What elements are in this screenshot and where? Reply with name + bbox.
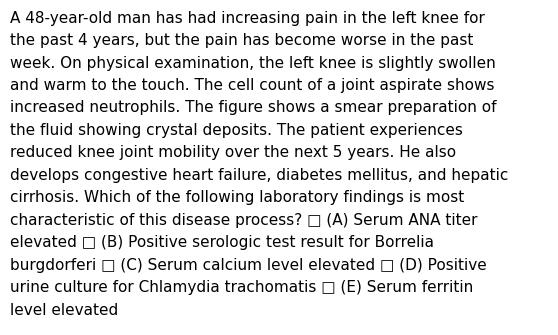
Text: burgdorferi □ (C) Serum calcium level elevated □ (D) Positive: burgdorferi □ (C) Serum calcium level el… [10, 258, 487, 273]
Text: develops congestive heart failure, diabetes mellitus, and hepatic: develops congestive heart failure, diabe… [10, 168, 508, 183]
Text: A 48-year-old man has had increasing pain in the left knee for: A 48-year-old man has had increasing pai… [10, 11, 485, 26]
Text: the past 4 years, but the pain has become worse in the past: the past 4 years, but the pain has becom… [10, 33, 473, 48]
Text: characteristic of this disease process? □ (A) Serum ANA titer: characteristic of this disease process? … [10, 213, 478, 228]
Text: reduced knee joint mobility over the next 5 years. He also: reduced knee joint mobility over the nex… [10, 145, 456, 160]
Text: elevated □ (B) Positive serologic test result for Borrelia: elevated □ (B) Positive serologic test r… [10, 235, 434, 250]
Text: level elevated: level elevated [10, 303, 118, 318]
Text: the fluid showing crystal deposits. The patient experiences: the fluid showing crystal deposits. The … [10, 123, 463, 138]
Text: and warm to the touch. The cell count of a joint aspirate shows: and warm to the touch. The cell count of… [10, 78, 494, 93]
Text: increased neutrophils. The figure shows a smear preparation of: increased neutrophils. The figure shows … [10, 100, 497, 116]
Text: week. On physical examination, the left knee is slightly swollen: week. On physical examination, the left … [10, 56, 496, 71]
Text: cirrhosis. Which of the following laboratory findings is most: cirrhosis. Which of the following labora… [10, 190, 464, 205]
Text: urine culture for Chlamydia trachomatis □ (E) Serum ferritin: urine culture for Chlamydia trachomatis … [10, 280, 473, 295]
